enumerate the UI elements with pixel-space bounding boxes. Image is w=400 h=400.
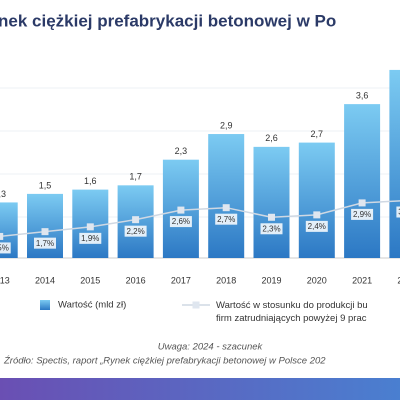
- value-label: 1,6: [84, 176, 97, 186]
- line-value-label: 1,5%: [0, 244, 9, 253]
- note: Uwaga: 2024 - szacunek: [158, 342, 264, 353]
- marker: [41, 228, 49, 236]
- chart-title: nek ciężkiej prefabrykacji betonowej w P…: [0, 11, 336, 30]
- x-tick-label: 2016: [126, 275, 146, 285]
- label-bg: [34, 237, 56, 249]
- bar: [253, 146, 290, 258]
- line-value-label: 2,4%: [308, 222, 326, 231]
- x-tick-label: 2020: [307, 275, 327, 285]
- legend-marker: [192, 301, 200, 309]
- line-value-label: 1,7%: [36, 239, 54, 248]
- bar: [344, 104, 381, 258]
- line-value-label: 2,7%: [217, 215, 235, 224]
- marker: [132, 216, 140, 224]
- value-label: 1,7: [129, 172, 142, 182]
- value-label: 2,6: [265, 133, 278, 143]
- x-tick-label: 2018: [216, 275, 236, 285]
- x-tick-label: 2015: [80, 275, 100, 285]
- label-bg: [305, 220, 328, 232]
- line-value-label: 1,9%: [81, 234, 99, 243]
- marker: [313, 211, 321, 219]
- value-label: 1,3: [0, 189, 6, 199]
- marker: [222, 204, 230, 212]
- footer-band: [0, 378, 400, 400]
- x-tick-label: 2017: [171, 275, 191, 285]
- label-bg: [260, 223, 283, 235]
- bar: [208, 134, 245, 258]
- marker: [0, 232, 4, 240]
- value-label: 2,7: [311, 129, 324, 139]
- value-label: 1,5: [39, 180, 52, 190]
- label-bg: [396, 206, 400, 218]
- legend-label: Wartość (mld zł): [58, 300, 126, 311]
- value-label: 2,9: [220, 120, 233, 130]
- bar: [389, 69, 400, 258]
- label-bg: [215, 213, 238, 225]
- label-bg: [0, 242, 11, 254]
- label-bg: [169, 216, 192, 228]
- line-value-label: 2,3%: [262, 224, 280, 233]
- label-bg: [79, 232, 102, 244]
- label-bg: [351, 208, 374, 220]
- bar: [298, 142, 335, 258]
- source: Źródło: Spectis, raport „Rynek ciężkiej …: [3, 356, 326, 367]
- x-tick-label: 2019: [261, 275, 281, 285]
- line-value-label: 3,0%: [398, 208, 400, 217]
- value-label: 2,3: [175, 146, 188, 156]
- marker: [177, 206, 185, 214]
- value-label: 3,6: [356, 90, 369, 100]
- legend-swatch: [40, 300, 50, 310]
- x-tick-label: 2022: [397, 275, 400, 285]
- legend-label: Wartość w stosunku do produkcji bu firm z…: [216, 300, 368, 324]
- marker: [86, 223, 94, 231]
- x-tick-label: 2014: [35, 275, 55, 285]
- marker: [268, 213, 275, 221]
- x-tick-label: 2021: [352, 275, 372, 285]
- line-value-label: 2,9%: [353, 210, 371, 219]
- line: [0, 200, 400, 238]
- marker: [358, 199, 366, 207]
- x-tick-label: 2013: [0, 275, 10, 285]
- line-value-label: 2,2%: [126, 227, 144, 236]
- label-bg: [124, 225, 147, 237]
- line-value-label: 2,6%: [172, 217, 190, 226]
